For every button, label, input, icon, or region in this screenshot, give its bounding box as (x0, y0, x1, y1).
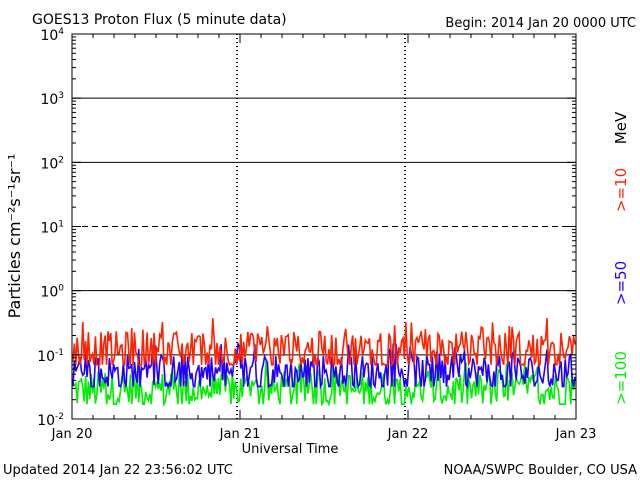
x-tick-label: Jan 23 (555, 427, 597, 442)
updated-timestamp: Updated 2014 Jan 22 23:56:02 UTC (3, 463, 233, 478)
y-tick-label: 103 (40, 91, 64, 108)
y-tick-label: 100 (40, 284, 64, 301)
legend-ge10: >=10 (612, 168, 630, 212)
y-tick-label: 101 (40, 220, 64, 237)
y-tick-label: 10-1 (37, 348, 64, 365)
series-line-ge50 (72, 341, 576, 390)
y-axis-label: Particles cm⁻²s⁻¹sr⁻¹ (5, 154, 24, 319)
y-tick-label: 10-2 (37, 412, 64, 429)
series-layer (72, 318, 576, 408)
x-axis-label: Universal Time (242, 442, 339, 457)
x-tick-label: Jan 22 (387, 427, 429, 442)
y-axis: 104 103 102 101 100 10-1 10-2 (37, 27, 576, 429)
credit-label: NOAA/SWPC Boulder, CO USA (444, 463, 637, 478)
begin-date-label: Begin: 2014 Jan 20 0000 UTC (445, 16, 636, 31)
x-axis: Jan 20 Jan 21 Jan 22 Jan 23 (51, 34, 597, 442)
series-line-ge10 (72, 318, 576, 367)
legend-unit-label: MeV (612, 111, 630, 144)
chart-title: GOES13 Proton Flux (5 minute data) (32, 12, 287, 28)
x-tick-label: Jan 20 (51, 427, 93, 442)
y-tick-label: 104 (40, 27, 64, 44)
y-tick-label: 102 (40, 155, 64, 172)
legend: MeV >=10 >=50 >=100 (612, 111, 630, 405)
series-line-ge100 (72, 361, 576, 408)
legend-ge100: >=100 (612, 351, 630, 405)
reference-lines (72, 97, 576, 356)
legend-ge50: >=50 (612, 261, 630, 305)
x-tick-label: Jan 21 (219, 427, 261, 442)
